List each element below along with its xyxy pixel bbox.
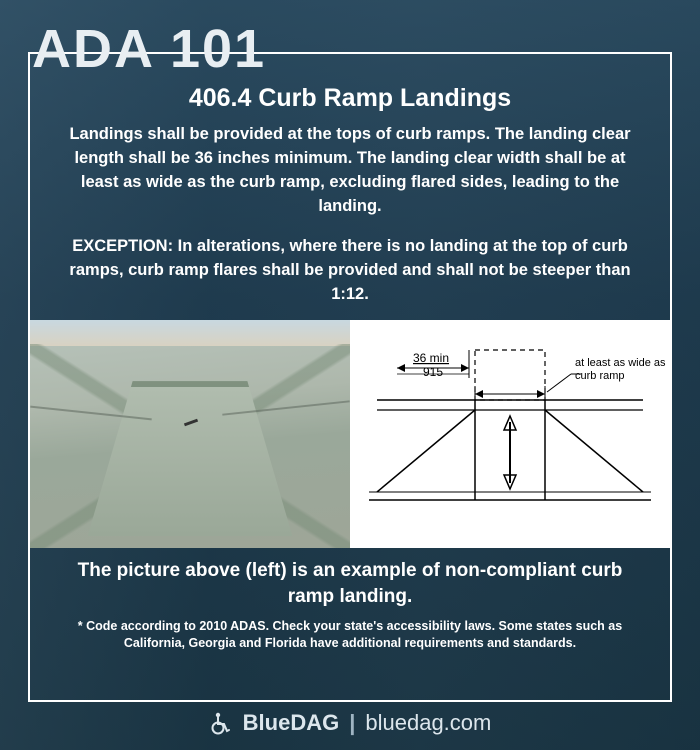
caption: The picture above (left) is an example o… xyxy=(54,558,646,609)
section-title: 406.4 Curb Ramp Landings xyxy=(54,84,646,113)
footnote: * Code according to 2010 ADAS. Check you… xyxy=(54,618,646,652)
diagram-note: at least as wide as curb ramp xyxy=(575,357,669,382)
brand-blue: Blue xyxy=(243,710,291,735)
main-title: ADA 101 xyxy=(32,18,672,80)
dim-top-label: 36 min 915 xyxy=(413,351,452,379)
content-frame: 406.4 Curb Ramp Landings Landings shall … xyxy=(28,52,672,702)
footer-url: bluedag.com xyxy=(365,710,491,736)
brand-name: BlueDAG xyxy=(243,710,340,736)
footer-divider: | xyxy=(349,710,355,736)
brand-dag: DAG xyxy=(290,710,339,735)
footer: BlueDAG | bluedag.com xyxy=(28,710,672,736)
wheelchair-icon xyxy=(209,711,233,735)
page: ADA 101 406.4 Curb Ramp Landings Landing… xyxy=(0,0,700,750)
exception-paragraph: EXCEPTION: In alterations, where there i… xyxy=(54,235,646,307)
body-paragraph: Landings shall be provided at the tops o… xyxy=(54,123,646,219)
image-row: 36 min 915 at least as wide as curb ramp xyxy=(30,320,670,548)
technical-diagram: 36 min 915 at least as wide as curb ramp xyxy=(350,320,670,548)
diagram-svg: 36 min 915 at least as wide as curb ramp xyxy=(350,320,670,548)
example-photo xyxy=(30,320,350,548)
